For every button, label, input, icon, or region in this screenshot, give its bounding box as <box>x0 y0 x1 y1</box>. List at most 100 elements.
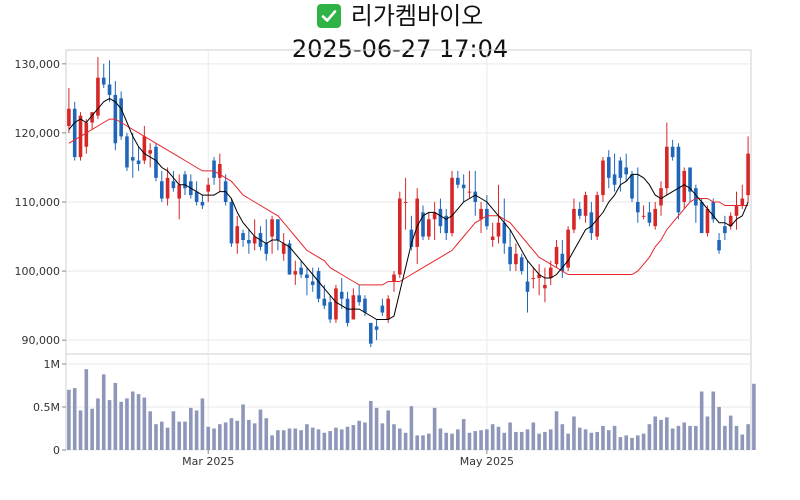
candle-body <box>606 157 611 178</box>
volume-bar <box>386 410 390 450</box>
volume-bar <box>409 406 414 450</box>
volume-bar <box>577 427 582 450</box>
long-moving-average-line <box>68 118 749 286</box>
candle-body <box>572 208 576 230</box>
volume-bar <box>514 431 518 450</box>
candle-body <box>148 150 152 154</box>
volume-bar <box>746 424 750 450</box>
volume-bar <box>287 428 292 450</box>
volume-bar <box>159 421 164 450</box>
candle-body <box>746 153 750 196</box>
candle-body <box>403 202 408 203</box>
volume-bar <box>606 430 611 450</box>
volume-bar <box>595 431 599 450</box>
volume-bar <box>142 397 147 450</box>
volume-bar <box>618 437 623 450</box>
candle-body <box>67 108 71 126</box>
candle-body <box>101 77 106 85</box>
candle-body <box>676 146 681 213</box>
volume-bar <box>339 429 344 450</box>
candle-body <box>363 298 367 313</box>
chart-header: 리가켐바이오 2025-06-27 17:04 <box>0 0 800 66</box>
candle-body <box>241 233 245 240</box>
candle-body <box>456 177 460 185</box>
stock-name: 리가켐바이오 <box>350 2 484 30</box>
volume-bar <box>107 400 112 450</box>
volume-bar <box>293 428 298 450</box>
candle-body <box>194 191 199 202</box>
volume-bar <box>276 430 280 450</box>
candle-body <box>728 215 733 227</box>
candle-body <box>630 174 634 199</box>
candle-body <box>142 136 147 161</box>
candle-body <box>183 174 187 189</box>
candle-body <box>508 246 512 265</box>
volume-bar <box>479 430 483 450</box>
volume-bar <box>165 427 170 450</box>
candle-body <box>218 164 222 178</box>
candle-body <box>386 298 390 320</box>
candle-body <box>595 195 599 237</box>
volume-bar <box>363 422 367 450</box>
candle-body <box>589 212 594 234</box>
candle-body <box>281 243 286 254</box>
volume-bar <box>235 420 240 450</box>
candle-body <box>287 243 292 275</box>
price-tick-label: 100,000 <box>15 265 61 278</box>
volume-bar <box>670 428 675 450</box>
candle-body <box>119 98 123 137</box>
volume-bar <box>485 429 489 450</box>
volume-bar <box>612 425 617 450</box>
candle-body <box>397 198 402 275</box>
volume-bar <box>415 435 420 450</box>
volume-bar <box>218 424 222 450</box>
candle-body <box>392 274 396 282</box>
volume-bar <box>456 429 460 450</box>
candle-body <box>450 177 454 234</box>
candle-body <box>212 160 216 178</box>
volume-bar <box>496 426 501 450</box>
candle-body <box>641 215 646 217</box>
volume-bar <box>183 421 187 450</box>
volume-bar <box>281 430 286 450</box>
candle-body <box>636 202 640 213</box>
candle-body <box>345 298 350 323</box>
volume-bar <box>560 424 565 450</box>
candle-body <box>368 322 373 344</box>
volume-bar <box>101 374 106 450</box>
volume-bar <box>421 435 425 450</box>
volume-bar <box>438 428 443 450</box>
candle-body <box>688 167 692 192</box>
candle-body <box>624 167 628 175</box>
volume-bar <box>589 432 594 450</box>
candle-body <box>612 174 617 185</box>
candle-body <box>96 77 100 116</box>
volume-bar <box>711 391 716 450</box>
price-tick-label: 130,000 <box>15 58 61 71</box>
candle-body <box>235 226 240 244</box>
timestamp: 2025-06-27 17:04 <box>291 35 509 63</box>
volume-bar <box>525 429 530 450</box>
candle-body <box>467 191 472 193</box>
volume-bar <box>641 433 646 450</box>
short-moving-average-line <box>68 97 749 320</box>
candle-body <box>496 222 501 237</box>
volume-bar <box>624 435 628 450</box>
candle-body <box>276 219 280 240</box>
candle-body <box>734 205 739 216</box>
candle-body <box>647 212 652 223</box>
candlesticks <box>67 56 750 348</box>
candle-body <box>543 284 547 289</box>
candle-body <box>479 208 483 220</box>
volume-bar <box>734 425 739 450</box>
volume-bar <box>566 433 570 450</box>
candle-body <box>171 181 176 189</box>
volume-bar <box>752 383 756 450</box>
candle-body <box>473 191 478 202</box>
x-axis: Mar 2025 May 2025 <box>182 50 514 468</box>
candle-body <box>299 267 303 275</box>
volume-bar <box>450 433 454 450</box>
title-row: 리가켐바이오 <box>0 2 800 30</box>
volume-bar <box>444 432 449 450</box>
volume-bar <box>688 425 692 450</box>
